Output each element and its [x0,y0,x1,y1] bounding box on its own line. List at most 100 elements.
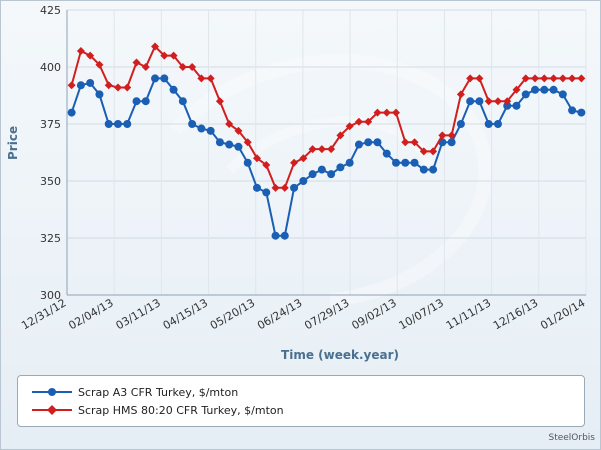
point-0-26[interactable] [308,170,317,179]
point-0-0[interactable] [67,108,76,117]
legend-item-hms[interactable]: Scrap HMS 80:20 CFR Turkey, $/mton [32,402,284,418]
point-1-39[interactable] [429,147,438,156]
point-0-48[interactable] [512,101,521,110]
legend-item-a3[interactable]: Scrap A3 CFR Turkey, $/mton [32,384,238,400]
point-0-34[interactable] [382,149,391,158]
point-1-10[interactable] [160,51,169,60]
point-0-4[interactable] [104,120,113,128]
point-0-30[interactable] [345,158,354,167]
point-0-46[interactable] [493,120,502,128]
point-1-33[interactable] [373,108,382,117]
point-0-14[interactable] [197,124,206,133]
point-1-25[interactable] [299,154,308,163]
point-0-39[interactable] [429,165,438,174]
point-1-22[interactable] [271,183,280,192]
point-1-36[interactable] [401,138,410,147]
point-0-33[interactable] [373,138,382,147]
point-1-38[interactable] [419,147,428,156]
point-0-42[interactable] [456,120,465,128]
point-0-51[interactable] [540,85,549,94]
point-1-35[interactable] [392,108,401,117]
point-0-1[interactable] [76,81,85,90]
point-1-5[interactable] [113,83,122,92]
point-1-8[interactable] [141,63,150,71]
point-0-38[interactable] [419,165,428,174]
point-0-2[interactable] [86,78,95,87]
point-1-43[interactable] [466,74,475,83]
point-0-55[interactable] [577,108,586,117]
point-0-11[interactable] [169,85,178,94]
point-1-18[interactable] [234,126,243,135]
point-0-19[interactable] [243,158,252,167]
point-0-43[interactable] [466,97,475,106]
point-1-44[interactable] [475,74,484,83]
point-1-2[interactable] [86,51,95,60]
point-1-55[interactable] [577,74,586,83]
point-1-54[interactable] [568,74,577,83]
point-1-0[interactable] [67,81,76,90]
point-1-46[interactable] [493,97,502,106]
point-0-9[interactable] [151,74,160,83]
point-0-10[interactable] [160,74,169,83]
point-0-23[interactable] [280,231,289,240]
point-1-26[interactable] [308,145,317,154]
point-0-18[interactable] [234,142,243,151]
point-0-52[interactable] [549,85,558,94]
point-1-13[interactable] [188,63,197,71]
point-1-11[interactable] [169,51,178,60]
point-0-31[interactable] [354,140,363,149]
point-1-47[interactable] [503,97,512,106]
point-1-24[interactable] [290,158,299,167]
point-1-45[interactable] [484,97,493,106]
point-1-14[interactable] [197,74,206,83]
point-1-17[interactable] [225,120,234,128]
point-0-36[interactable] [401,158,410,167]
point-1-12[interactable] [178,63,187,71]
point-1-16[interactable] [215,97,224,106]
point-0-35[interactable] [392,158,401,167]
point-0-7[interactable] [132,97,141,106]
point-0-27[interactable] [317,165,326,174]
point-1-34[interactable] [382,108,391,117]
point-0-50[interactable] [531,85,540,94]
point-0-32[interactable] [364,138,373,147]
point-1-9[interactable] [151,42,160,51]
point-1-29[interactable] [336,131,345,140]
point-0-8[interactable] [141,97,150,106]
point-1-48[interactable] [512,85,521,94]
point-1-20[interactable] [252,154,261,163]
point-0-45[interactable] [484,120,493,128]
point-1-37[interactable] [410,138,419,147]
point-0-21[interactable] [262,188,271,197]
point-1-23[interactable] [280,183,289,192]
point-0-17[interactable] [225,140,234,149]
point-1-52[interactable] [549,74,558,83]
point-0-44[interactable] [475,97,484,106]
point-1-27[interactable] [317,145,326,154]
point-1-21[interactable] [262,161,271,170]
point-0-25[interactable] [299,177,308,185]
point-0-6[interactable] [123,120,132,128]
point-0-28[interactable] [327,170,336,179]
point-0-29[interactable] [336,163,345,172]
point-0-5[interactable] [113,120,122,128]
point-1-6[interactable] [123,83,132,92]
point-0-49[interactable] [521,90,530,99]
point-0-12[interactable] [178,97,187,106]
point-0-15[interactable] [206,126,215,135]
point-0-47[interactable] [503,101,512,110]
point-1-53[interactable] [558,74,567,83]
point-1-49[interactable] [521,74,530,83]
point-1-1[interactable] [76,47,85,56]
point-0-13[interactable] [188,120,197,128]
point-1-32[interactable] [364,117,373,126]
point-0-37[interactable] [410,158,419,167]
point-1-42[interactable] [456,90,465,99]
point-1-41[interactable] [447,131,456,140]
point-1-30[interactable] [345,122,354,131]
point-0-3[interactable] [95,90,104,99]
point-0-53[interactable] [558,90,567,99]
point-1-7[interactable] [132,58,141,67]
point-1-40[interactable] [438,131,447,140]
point-1-28[interactable] [327,145,336,154]
